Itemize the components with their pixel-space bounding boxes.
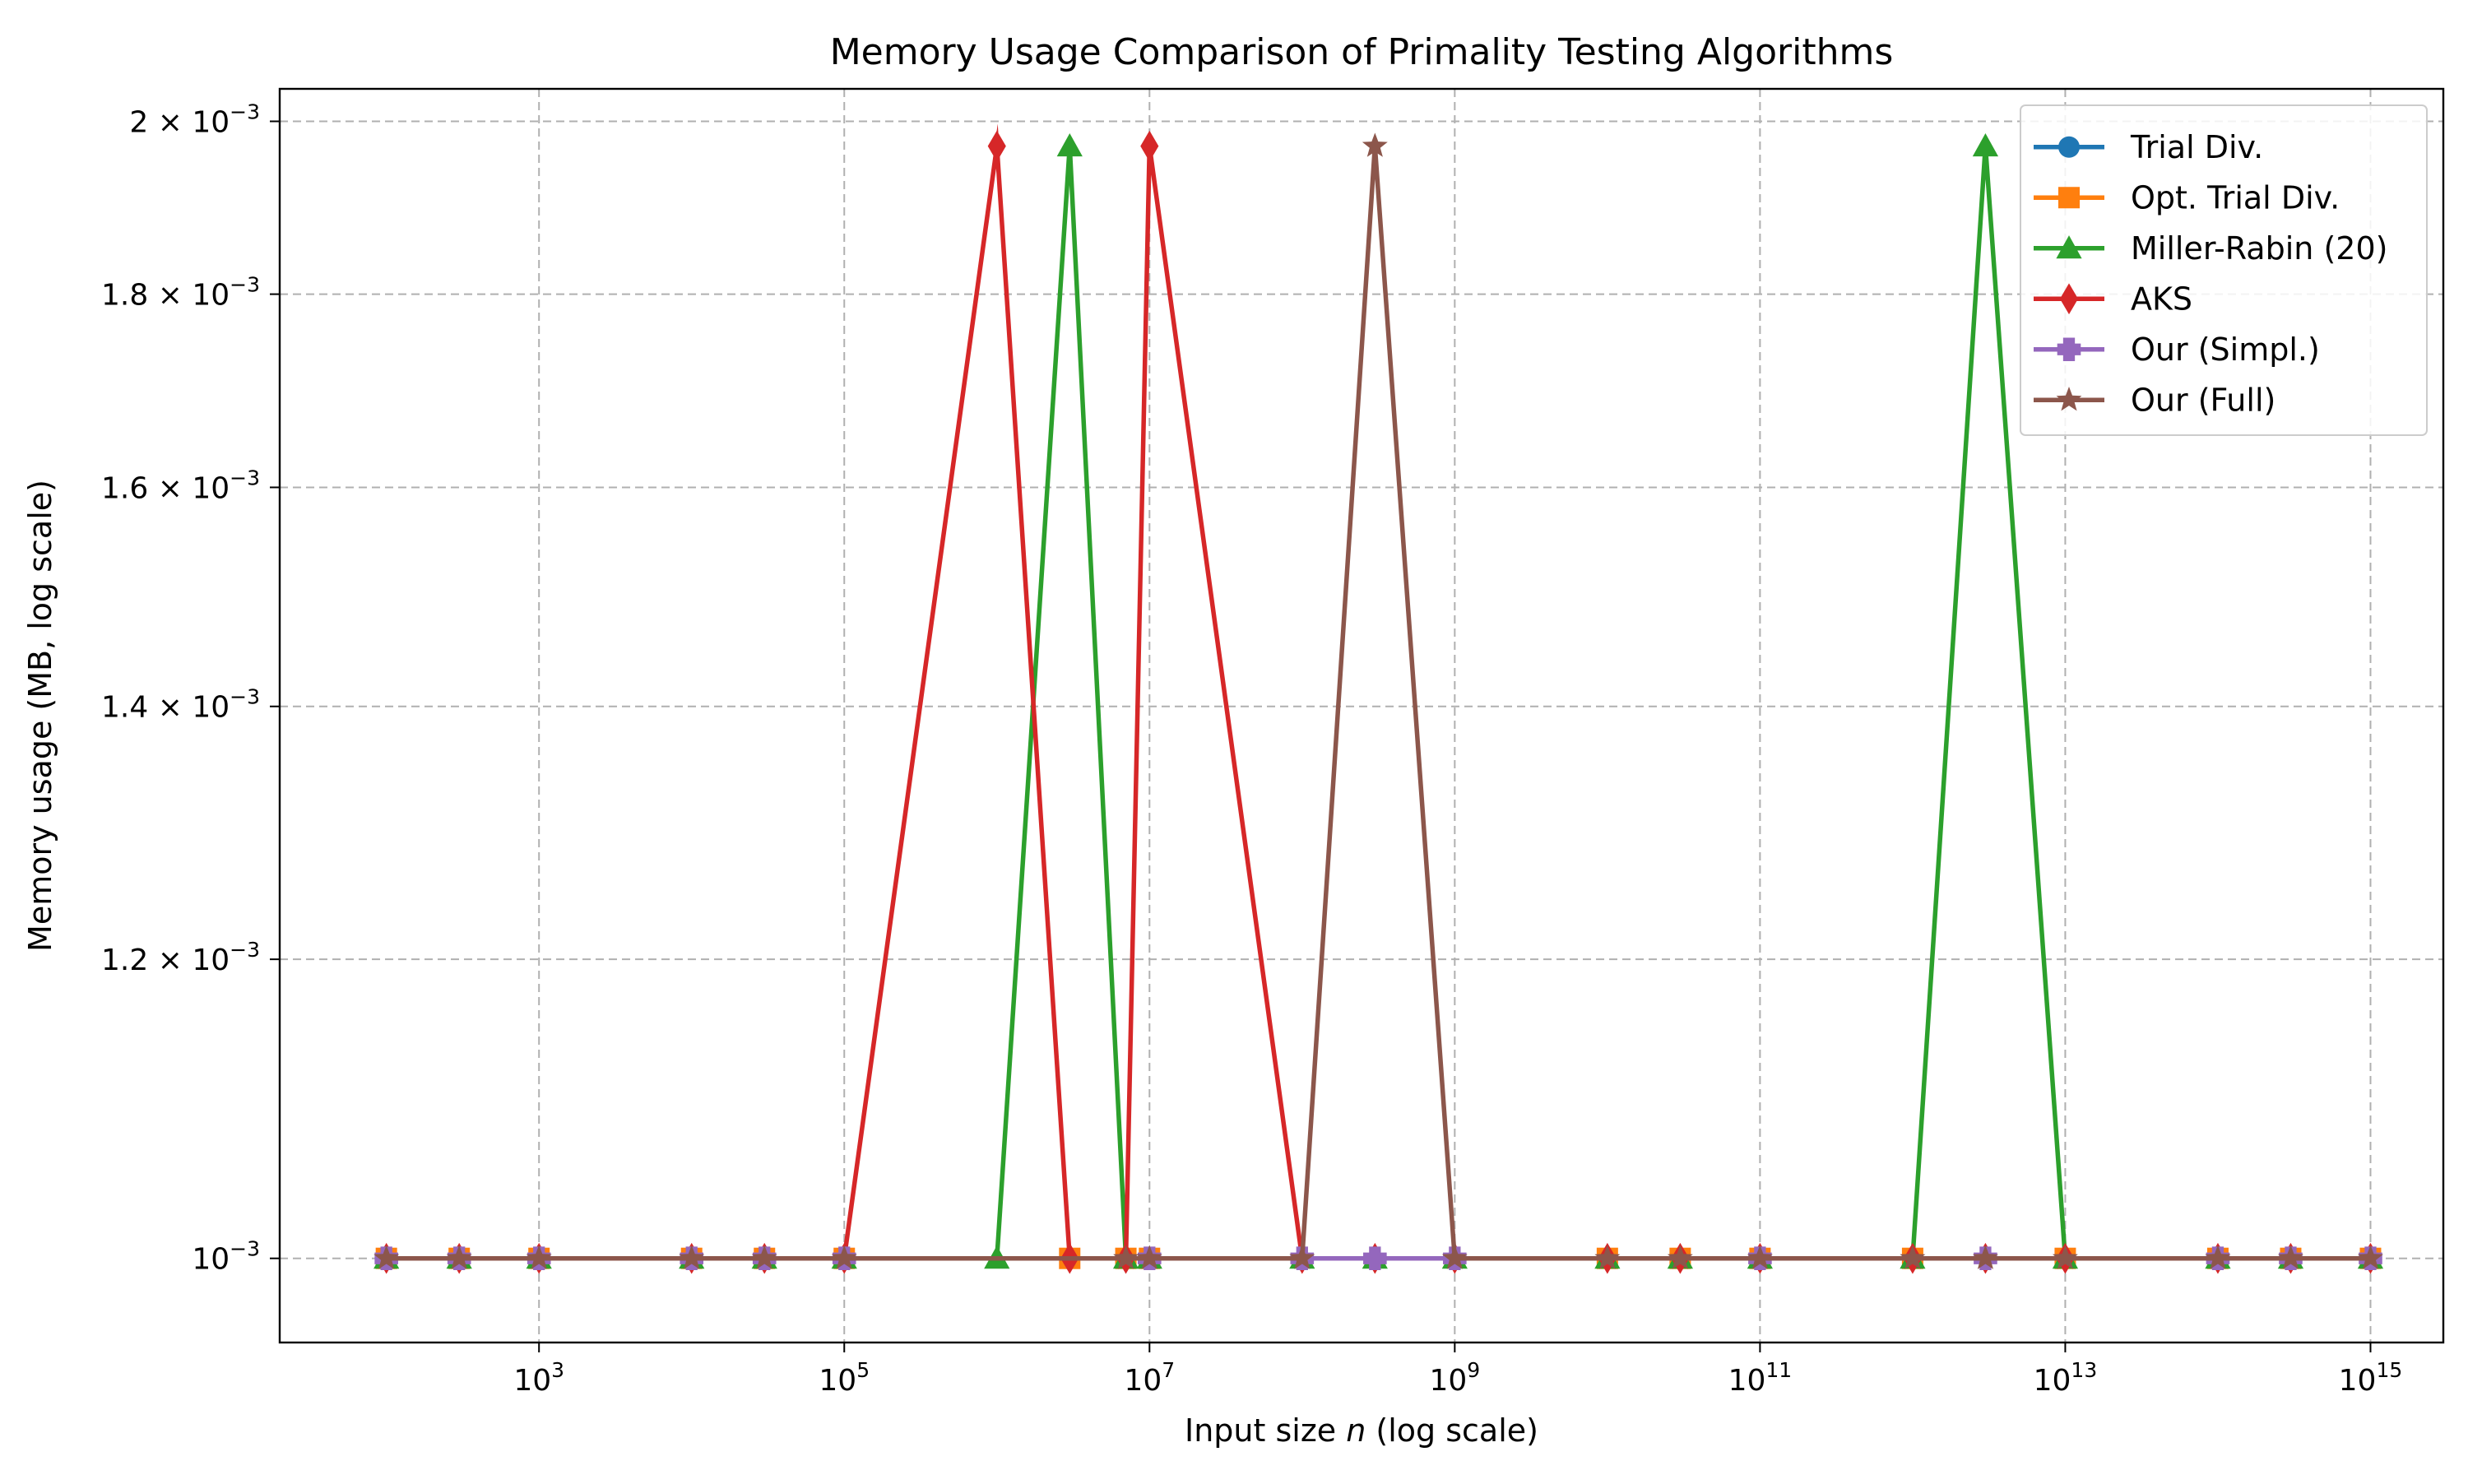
- data-point-our-full: [1594, 1245, 1621, 1269]
- legend-item-trial-div: Trial Div.: [2034, 129, 2263, 165]
- y-tick-label: 1.8 × 10−3: [101, 273, 260, 313]
- data-point-our-simpl: [1363, 1246, 1387, 1271]
- chart-title: Memory Usage Comparison of Primality Tes…: [830, 31, 1894, 73]
- data-point-our-full: [679, 1245, 705, 1269]
- plot-series: [373, 123, 2384, 1274]
- x-tick-label: 105: [819, 1358, 870, 1398]
- x-tick-label: 107: [1124, 1358, 1175, 1398]
- data-point-our-full: [751, 1245, 777, 1269]
- legend-item-our-simpl: Our (Simpl.): [2034, 332, 2320, 368]
- data-point-our-full: [831, 1245, 857, 1269]
- legend-swatch-marker: [2059, 283, 2079, 315]
- x-axis-label: Input size n (log scale): [1185, 1412, 1538, 1449]
- y-tick-label: 10−3: [192, 1237, 260, 1277]
- plot-frame: [278, 87, 2445, 1344]
- data-point-our-full: [1136, 1245, 1162, 1269]
- data-point-our-full: [2358, 1245, 2383, 1269]
- y-tick-label: 1.2 × 10−3: [101, 938, 260, 977]
- data-point-our-full: [1441, 1245, 1468, 1269]
- y-tick-label: 2 × 10−3: [129, 100, 260, 139]
- legend-label: Opt. Trial Div.: [2131, 179, 2340, 216]
- legend-item-our-full: Our (Full): [2034, 382, 2275, 418]
- data-point-our-full: [1362, 132, 1388, 157]
- data-point-our-full: [2052, 1245, 2078, 1269]
- legend-item-miller-rabin-20: Miller-Rabin (20): [2034, 230, 2387, 267]
- legend-label: Our (Full): [2131, 382, 2275, 418]
- legend-item-aks: AKS: [2034, 281, 2192, 317]
- data-point-our-full: [1747, 1245, 1773, 1269]
- data-point-aks: [987, 130, 1006, 162]
- legend: Trial Div. Opt. Trial Div. Miller-Rabin (2…: [2020, 104, 2428, 436]
- legend-box: [2020, 104, 2428, 436]
- data-point-our-full: [2205, 1245, 2231, 1269]
- y-axis-label: Memory usage (MB, log scale): [22, 480, 58, 952]
- data-point-our-full: [446, 1245, 472, 1269]
- legend-swatch-marker: [2056, 387, 2082, 411]
- data-point-miller-rabin-20: [1972, 133, 1999, 157]
- x-tick-label: 1011: [1728, 1358, 1793, 1398]
- data-point-miller-rabin-20: [1056, 133, 1083, 157]
- data-point-our-full: [1972, 1245, 1998, 1269]
- axis-ticks: 103 105 107 109 1011 1013 1015 10−3 1.2 × 10−3 1.…: [101, 100, 2402, 1398]
- data-point-our-full: [373, 1245, 400, 1269]
- data-point-our-full: [1667, 1245, 1693, 1269]
- legend-label: Our (Simpl.): [2131, 332, 2320, 368]
- y-tick-label: 1.4 × 10−3: [101, 685, 260, 725]
- data-point-our-full: [1289, 1245, 1315, 1269]
- legend-swatch-marker: [2058, 187, 2080, 209]
- x-tick-label: 1015: [2339, 1358, 2403, 1398]
- data-point-our-full: [2278, 1245, 2303, 1269]
- data-point-aks: [1140, 130, 1159, 162]
- series-our-full: [373, 132, 2383, 1269]
- series-line-our-full: [386, 146, 2371, 1261]
- data-point-our-full: [526, 1245, 552, 1269]
- x-tick-label: 109: [1429, 1358, 1480, 1398]
- legend-item-opt-trial-div: Opt. Trial Div.: [2034, 179, 2340, 216]
- legend-swatch-marker: [2057, 337, 2081, 362]
- data-point-our-full: [1113, 1245, 1139, 1269]
- grid: [280, 89, 2443, 1343]
- legend-swatch-marker: [2056, 235, 2082, 259]
- y-tick-label: 1.6 × 10−3: [101, 466, 260, 505]
- legend-label: Trial Div.: [2130, 129, 2263, 165]
- legend-label: Miller-Rabin (20): [2131, 230, 2387, 267]
- legend-label: AKS: [2131, 281, 2192, 317]
- x-tick-label: 1013: [2034, 1358, 2098, 1398]
- data-point-our-full: [1900, 1245, 1926, 1269]
- legend-swatch-marker: [2058, 136, 2080, 158]
- x-tick-label: 103: [513, 1358, 564, 1398]
